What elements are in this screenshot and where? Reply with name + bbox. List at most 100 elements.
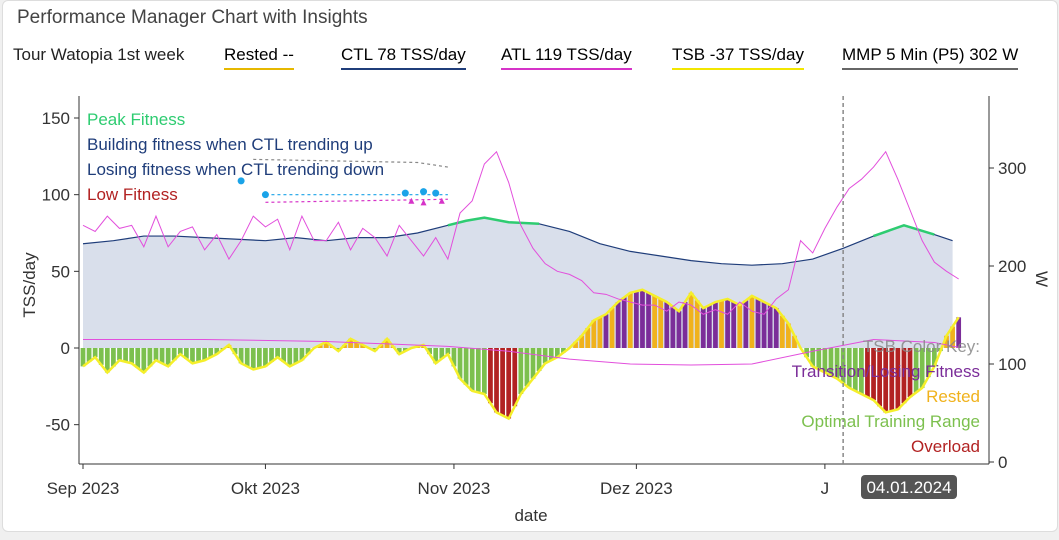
- hover-date-label: 04.01.2024: [866, 478, 951, 497]
- tsb-bar: [816, 348, 822, 370]
- tsb-bar: [202, 348, 207, 361]
- tsb-bar: [700, 308, 706, 348]
- tsb-bar: [469, 348, 475, 391]
- tsb-bar: [688, 292, 694, 348]
- ctl-peak-line-2: [873, 224, 935, 238]
- tsb-bar: [822, 348, 828, 373]
- tsb-key-overload: Overload: [911, 437, 980, 456]
- ctl-peak-line-1: [447, 216, 540, 227]
- tsb-bar: [676, 311, 682, 348]
- tsb-bar: [579, 335, 585, 348]
- tsb-bar: [773, 308, 779, 348]
- tsb-bar: [627, 292, 633, 348]
- tsb-bar: [713, 302, 718, 348]
- tsb-bar: [944, 335, 949, 348]
- annotation-marker: [261, 191, 269, 199]
- tsb-bar: [743, 300, 749, 348]
- legend-item-rested[interactable]: Rested --: [224, 45, 294, 70]
- tsb-bar: [658, 298, 664, 348]
- tsb-bar: [196, 348, 201, 362]
- legend-item-tsb[interactable]: TSB -37 TSS/day: [672, 45, 804, 70]
- tsb-bar: [129, 348, 135, 364]
- tsb-bar: [670, 306, 676, 348]
- tsb-bar: [457, 348, 463, 379]
- annotation-marker: [420, 188, 428, 196]
- tsb-bar: [481, 348, 487, 394]
- tsb-bar: [506, 348, 512, 419]
- tsb-bar: [111, 348, 116, 367]
- tsb-bar: [554, 348, 560, 358]
- tsb-bar: [615, 302, 621, 348]
- y-tick-label: 50: [51, 262, 70, 281]
- x-axis-title: date: [514, 506, 547, 525]
- tsb-bar: [177, 348, 183, 355]
- tsb-bar: [834, 348, 840, 379]
- tsb-bar: [86, 348, 92, 362]
- y-tick-label: 100: [42, 186, 70, 205]
- tsb-bar: [494, 348, 499, 413]
- tsb-bar: [433, 348, 439, 364]
- tsb-bar: [913, 348, 919, 393]
- tsb-bar: [889, 348, 895, 411]
- tsb-bar: [244, 348, 250, 367]
- tsb-bar: [828, 348, 834, 376]
- tsb-bar: [80, 348, 86, 367]
- tsb-bar: [792, 335, 797, 348]
- tsb-bar: [208, 348, 214, 358]
- x-tick-label: Dez 2023: [600, 479, 673, 498]
- tsb-bar: [530, 348, 536, 379]
- legend-range-label: Tour Watopia 1st week: [13, 45, 185, 64]
- tsb-bar: [907, 348, 913, 398]
- tsb-bar: [536, 348, 542, 371]
- annotation-marker: [420, 199, 427, 206]
- legend-item-mmp[interactable]: MMP 5 Min (P5) 302 W: [842, 45, 1019, 70]
- y2-tick-label: 0: [998, 453, 1007, 472]
- tsb-bar: [694, 300, 700, 348]
- legend-item-atl[interactable]: ATL 119 TSS/day: [501, 45, 632, 70]
- tsb-bar: [512, 348, 518, 407]
- tsb-bar: [901, 348, 907, 404]
- tsb-bar: [621, 297, 627, 348]
- tsb-bar: [682, 302, 688, 348]
- tsb-bar: [293, 348, 299, 364]
- tsb-bar: [427, 348, 432, 355]
- tsb-line: [82, 288, 960, 421]
- tsb-bar: [761, 302, 767, 348]
- tsb-bar: [706, 305, 712, 348]
- tsb-bar: [165, 348, 171, 367]
- tsb-bar: [348, 338, 353, 348]
- tsb-bar: [153, 348, 159, 361]
- tsb-bar: [354, 341, 360, 348]
- tsb-bar: [652, 295, 657, 348]
- y2-axis-title: W: [1032, 271, 1051, 287]
- tsb-bar: [737, 305, 743, 348]
- tsb-bar: [159, 348, 165, 364]
- annotation-marker: [438, 197, 445, 204]
- mmp-line: [83, 338, 959, 366]
- y2-tick-label: 100: [998, 355, 1026, 374]
- legend-item-ctl[interactable]: CTL 78 TSS/day: [341, 45, 466, 70]
- tsb-bar: [117, 348, 122, 361]
- tsb-bar: [500, 348, 505, 416]
- insight-losing-fitness: Losing fitness when CTL trending down: [87, 160, 384, 179]
- tsb-bar: [232, 348, 238, 355]
- tsb-bar: [755, 298, 761, 348]
- tsb-bar: [609, 308, 615, 348]
- tsb-bar: [323, 341, 329, 348]
- tsb-bar: [238, 348, 244, 364]
- chart-title: Performance Manager Chart with Insights: [17, 7, 368, 28]
- tsb-bar: [190, 348, 195, 364]
- x-tick-label: Okt 2023: [231, 479, 300, 498]
- y-tick-label: 0: [61, 339, 70, 358]
- tsb-bar: [171, 348, 177, 361]
- tsb-bar: [561, 348, 566, 353]
- tsb-key-optimal: Optimal Training Range: [801, 412, 980, 431]
- tsb-bar: [585, 328, 591, 348]
- tsb-bar: [810, 348, 816, 367]
- tsb-bar: [275, 348, 280, 358]
- x-tick-label: J: [821, 479, 830, 498]
- tsb-bar: [865, 348, 870, 398]
- tsb-bar: [104, 348, 110, 373]
- tsb-bar: [475, 348, 481, 393]
- y-axis-title: TSS/day: [20, 252, 39, 318]
